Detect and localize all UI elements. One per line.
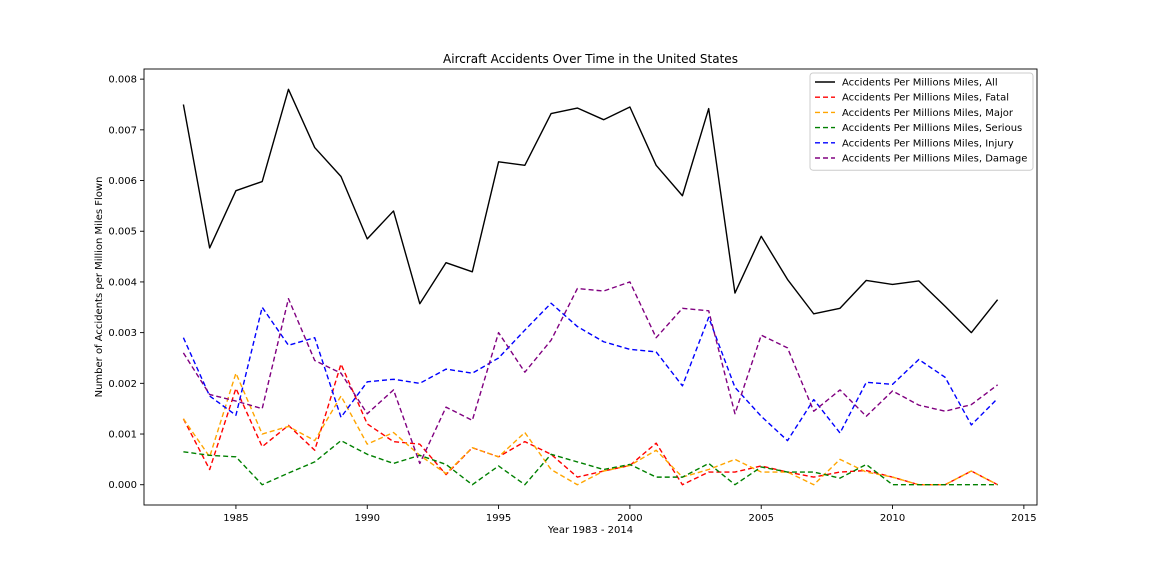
x-tick-label: 1985 [223,513,248,524]
series-line-1 [182,363,998,486]
x-axis: 1985 1990 1995 2000 2005 2010 2015 [223,505,1037,524]
x-tick-label: 2015 [1011,513,1036,524]
legend-label: Accidents Per Millions Miles, Serious [842,123,1022,134]
y-tick-label: 0.003 [108,328,137,339]
series-layer [182,88,999,486]
y-tick-label: 0.008 [108,75,137,86]
y-tick-label: 0.007 [108,125,137,136]
y-axis-title: Number of Accidents per Million Miles Fl… [94,177,105,398]
x-axis-title: Year 1983 - 2014 [547,525,633,536]
legend-box [809,72,1034,171]
y-tick-label: 0.001 [108,430,137,441]
y-tick-label: 0.006 [108,176,137,187]
x-tick-label: 1995 [486,513,511,524]
series-line-3 [183,439,998,486]
y-tick-label: 0.002 [108,379,137,390]
x-tick-label: 2010 [880,513,905,524]
legend-label: Accidents Per Millions Miles, Injury [842,138,1014,149]
y-tick-label: 0.004 [108,277,137,288]
y-tick-label: 0.000 [108,480,137,491]
series-line-2 [182,372,998,486]
x-tick-label: 2000 [617,513,642,524]
legend-label: Accidents Per Millions Miles, Fatal [842,93,1009,104]
x-tick-label: 1990 [355,513,380,524]
series-line-5 [182,281,999,465]
y-axis: 0.000 0.001 0.002 0.003 0.004 0.005 0.006 0.007… [108,75,144,491]
legend-label: Accidents Per Millions Miles, Damage [842,154,1027,165]
plot-frame [143,68,1038,506]
legend-label: Accidents Per Millions Miles, All [842,78,998,89]
y-tick-label: 0.005 [108,227,137,238]
series-line-0 [182,88,999,334]
x-tick-label: 2005 [748,513,773,524]
legend-label: Accidents Per Millions Miles, Major [842,108,1014,119]
chart-title: Aircraft Accidents Over Time in the Unit… [443,52,738,66]
legend: Accidents Per Millions Miles, All Acciden… [809,72,1034,171]
series-line-4 [182,302,999,442]
